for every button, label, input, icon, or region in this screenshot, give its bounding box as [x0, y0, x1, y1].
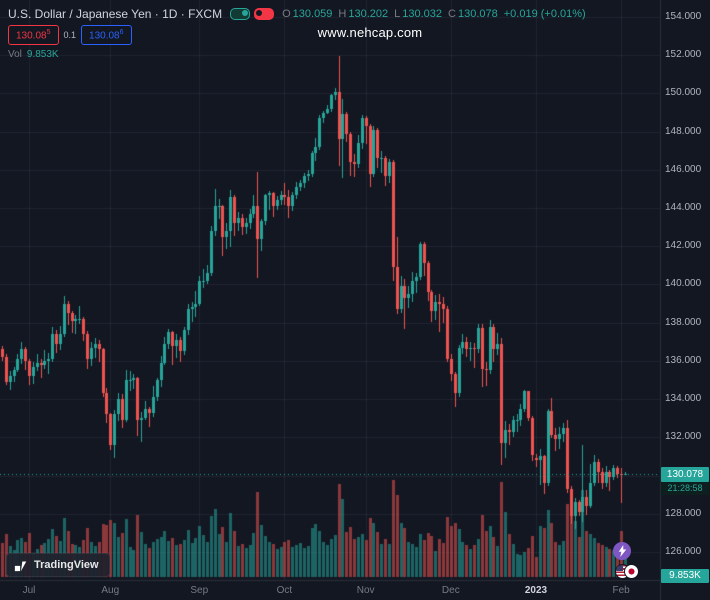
toggle-group [230, 8, 275, 20]
ohlc-readout: O 130.059 H 130.202 L 130.032 C 130.078 … [282, 8, 586, 20]
price-axis-label: 128.000 [665, 507, 702, 519]
price-axis-label: 126.000 [665, 545, 702, 557]
change-value: +0.019 (+0.01%) [503, 8, 586, 20]
buy-price-button[interactable]: 130.086 [81, 25, 132, 46]
flash-boost-button[interactable] [613, 542, 631, 560]
volume-value: 9.853K [26, 49, 59, 61]
watermark-text: www.nehcap.com [317, 25, 423, 40]
instrument-flags-icon[interactable] [615, 564, 639, 579]
bar-countdown: 21:28:58 [661, 482, 709, 495]
price-axis-label: 138.000 [665, 316, 702, 328]
price-axis-label: 146.000 [665, 163, 702, 175]
toggle-off-icon[interactable] [254, 8, 275, 20]
time-axis-label: 2023 [524, 585, 548, 596]
symbol-header: U.S. Dollar / Japanese Yen · 1D · FXCM O… [8, 7, 586, 60]
close-value: 130.078 [457, 8, 498, 20]
volume-label: Vol [8, 49, 22, 61]
tradingview-icon [14, 561, 27, 572]
close-label: C [448, 8, 456, 20]
time-axis-label: Aug [101, 585, 120, 596]
high-value: 130.202 [348, 8, 389, 20]
low-label: L [394, 8, 401, 20]
time-axis-label: Dec [441, 585, 460, 596]
price-axis-label: 144.000 [665, 202, 702, 214]
open-value: 130.059 [292, 8, 333, 20]
tradingview-logo-text: TradingView [34, 559, 99, 571]
volume-readout: Vol 9.853K [8, 49, 586, 60]
price-axis-label: 142.000 [665, 240, 702, 252]
toggle-knob [256, 10, 263, 16]
time-axis-label: Jul [22, 585, 36, 596]
last-price-label: 130.078 [661, 467, 709, 482]
price-axis-label: 140.000 [665, 278, 702, 290]
lightning-icon [618, 545, 626, 557]
time-axis-label: Feb [612, 585, 630, 596]
price-axis-label: 154.000 [665, 11, 702, 22]
toggle-on-icon[interactable] [230, 8, 251, 20]
low-value: 130.032 [402, 8, 443, 20]
time-axis-label: Oct [276, 585, 293, 596]
toggle-knob [242, 10, 249, 16]
time-axis-label: Nov [356, 585, 375, 596]
price-axis-label: 148.000 [665, 125, 702, 137]
buy-price-pip: 6 [119, 29, 124, 36]
time-axis-label: Sep [190, 585, 209, 596]
spread-value: 0.1 [63, 30, 77, 41]
tradingview-logo-badge[interactable]: TradingView [6, 553, 110, 577]
high-label: H [338, 8, 347, 20]
price-axis-label: 132.000 [665, 431, 702, 443]
price-axis-label: 136.000 [665, 354, 702, 366]
price-axis-label: 134.000 [665, 393, 702, 405]
volume-axis-label: 9.853K [661, 569, 709, 583]
sell-price-button[interactable]: 130.085 [8, 25, 59, 46]
buy-price: 130.08 [89, 30, 120, 42]
sell-price: 130.08 [16, 30, 47, 42]
jp-flag-icon [624, 564, 639, 579]
price-axis-label: 152.000 [665, 49, 702, 61]
sell-price-pip: 5 [46, 29, 51, 36]
price-axis-label: 150.000 [665, 87, 702, 99]
open-label: O [282, 8, 291, 20]
symbol-title[interactable]: U.S. Dollar / Japanese Yen · 1D · FXCM [8, 7, 223, 21]
